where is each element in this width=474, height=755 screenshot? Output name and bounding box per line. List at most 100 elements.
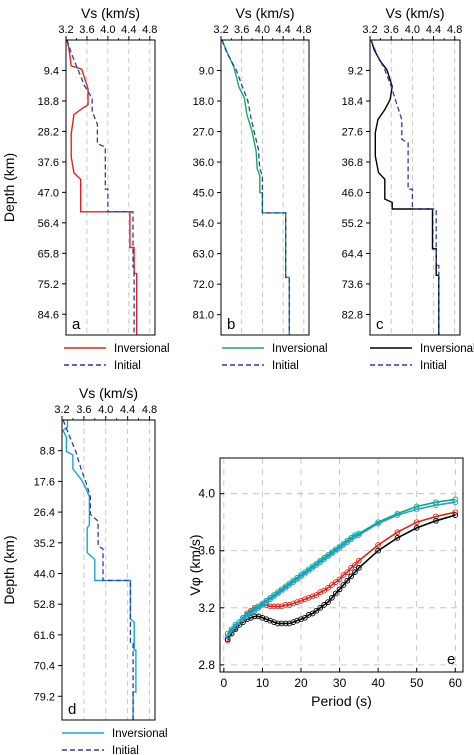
data-point-cyan: [271, 593, 277, 600]
y-tick-label: 4.0: [198, 487, 215, 501]
data-point-black: [278, 620, 285, 627]
legend: Inversional Initial: [222, 343, 328, 372]
x-tick-label: 4.8: [447, 24, 462, 36]
legend-label: Initial: [114, 360, 141, 372]
x-tick-label: 3.6: [76, 404, 91, 416]
x-tick-label: 40: [371, 676, 385, 690]
legend-label: Initial: [420, 360, 447, 372]
x-tick-label: 3.2: [58, 24, 73, 36]
data-point-cyan: [228, 627, 235, 634]
data-point-black: [224, 636, 231, 643]
y-tick-label: 44.0: [34, 568, 55, 580]
y-tick-label: 64.4: [342, 248, 363, 260]
data-point-black: [290, 619, 297, 625]
data-point-cyan: [232, 623, 239, 630]
y-tick-label: 81.0: [193, 310, 214, 322]
x-tick-label: 3.2: [54, 404, 69, 416]
y-tick-label: 26.4: [34, 507, 55, 519]
data-point-black: [317, 604, 324, 611]
y-tick-label: 54.0: [193, 218, 214, 230]
data-point-cyan: [336, 545, 343, 551]
data-point-cyan: [263, 599, 270, 605]
x-tick-label: 4.4: [121, 24, 136, 36]
x-tick-label: 4.0: [255, 24, 270, 36]
data-point-black: [309, 610, 316, 617]
data-point-cyan: [275, 590, 281, 597]
data-point-red: [290, 600, 297, 607]
data-point-cyan: [282, 584, 289, 591]
data-point-black: [302, 614, 308, 621]
x-tick-label: 10: [256, 676, 270, 690]
data-point-red: [394, 529, 401, 536]
data-point-cyan: [452, 499, 459, 506]
data-point-green: [452, 496, 459, 503]
x-tick-label: 3.6: [384, 24, 399, 36]
x-tick-label: 30: [333, 676, 347, 690]
y-tick-label: 9.4: [44, 65, 59, 77]
y-tick-label: 70.4: [34, 661, 55, 673]
legend: Inversional Initial: [64, 343, 170, 372]
data-point-cyan: [348, 536, 354, 543]
plot-frame: [220, 39, 310, 336]
y-tick-label: 9.0: [199, 66, 214, 78]
data-point-red: [329, 582, 335, 588]
legend-label: Initial: [272, 360, 299, 372]
x-tick-label: 4.4: [120, 404, 135, 416]
data-point-red: [344, 569, 351, 575]
data-point-black: [248, 614, 254, 621]
y-tick-label: 82.8: [342, 309, 363, 321]
x-tick-label: 4.0: [98, 404, 113, 416]
panel-letter: a: [72, 316, 81, 333]
data-point-red: [313, 592, 320, 598]
x-tick-label: 3.6: [234, 24, 249, 36]
data-point-red: [340, 572, 347, 578]
data-point-red: [302, 596, 308, 603]
data-point-black: [282, 620, 289, 627]
data-point-cyan: [244, 613, 250, 620]
panel-letter: e: [447, 651, 455, 668]
y-tick-label: 37.6: [38, 157, 59, 169]
data-point-black: [259, 614, 266, 621]
data-point-red: [413, 519, 420, 526]
legend-label: Inversional: [112, 728, 168, 740]
panel-letter: d: [68, 701, 76, 718]
data-point-cyan: [240, 616, 246, 623]
data-point-red: [352, 562, 358, 568]
y-tick-label: 46.0: [342, 187, 363, 199]
data-point-red: [325, 584, 331, 591]
data-point-black: [255, 613, 262, 620]
y-tick-label: 52.8: [34, 599, 55, 611]
data-point-cyan: [251, 607, 258, 614]
y-tick-label: 79.2: [34, 691, 55, 703]
data-point-red: [348, 565, 354, 571]
data-point-cyan: [356, 532, 362, 538]
x-tick-label: 4.4: [426, 24, 441, 36]
y-tick-label: 28.2: [38, 126, 59, 138]
data-point-red: [317, 589, 324, 595]
data-point-black: [294, 617, 300, 624]
series-line-initial: [221, 39, 290, 335]
panel-c: 3.2 3.6 4.0 4.4 4.8Vs (km/s) 9.2 18.4 27.6 36.8 4…: [342, 5, 474, 372]
y-tick-label: 3.2: [198, 601, 215, 615]
legend-label: Inversional: [272, 343, 328, 355]
data-point-cyan: [224, 633, 231, 640]
data-point-black: [344, 577, 351, 584]
data-point-cyan: [413, 506, 420, 513]
y-tick-label: 18.8: [38, 96, 59, 108]
data-point-black: [271, 619, 277, 625]
panel-d: 3.2 3.6 4.0 4.4 4.8 Vs (km/s) 8.8 17.6 26.4 35.2 4…: [1, 385, 168, 755]
data-point-black: [251, 613, 258, 620]
series-line-initial: [62, 419, 134, 720]
data-point-cyan: [290, 579, 297, 585]
data-point-red: [282, 602, 289, 608]
y-axis-label: Depth (km): [1, 153, 17, 222]
data-point-cyan: [255, 604, 262, 611]
x-tick-label: 4.8: [142, 404, 157, 416]
data-point-red: [356, 557, 362, 564]
data-point-cyan: [329, 550, 335, 557]
y-tick-label: 47.0: [38, 187, 59, 199]
y-tick-label: 61.6: [34, 630, 55, 642]
data-point-black: [298, 616, 304, 623]
y-tick-label: 9.2: [348, 65, 363, 77]
plot-frame: [65, 39, 156, 336]
